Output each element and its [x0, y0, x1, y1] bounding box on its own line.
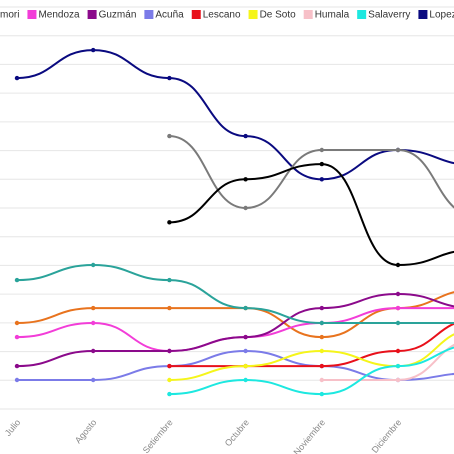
legend-label: Salaverry	[368, 10, 410, 21]
series-line	[16, 307, 454, 352]
legend-label: Humala	[315, 10, 350, 21]
data-point	[319, 348, 324, 354]
series-line	[169, 333, 454, 381]
legend-swatch	[248, 10, 258, 19]
data-point	[14, 363, 20, 369]
data-point	[243, 377, 248, 383]
series-line	[16, 292, 454, 368]
data-point	[91, 47, 96, 53]
data-point	[167, 133, 172, 139]
x-tick-label: Octubre	[223, 417, 251, 448]
data-point	[167, 220, 172, 225]
data-point	[395, 363, 401, 369]
legend-swatch	[191, 10, 201, 19]
data-point	[395, 262, 401, 268]
legend-label: Guzmán	[99, 10, 137, 21]
data-point	[395, 320, 401, 326]
data-point	[243, 305, 248, 311]
data-point	[167, 377, 172, 383]
data-point	[319, 334, 324, 340]
data-point	[243, 363, 248, 369]
x-tick-label: Julio	[3, 417, 23, 438]
legend-swatch	[357, 10, 367, 19]
data-point	[243, 348, 248, 354]
data-point	[319, 305, 324, 311]
x-tick-label: Noviembre	[292, 417, 328, 454]
data-point	[243, 334, 248, 340]
data-point	[395, 377, 401, 383]
data-point	[243, 177, 248, 182]
data-point	[167, 348, 172, 354]
series-line	[169, 135, 454, 210]
legend-label: mori	[0, 10, 19, 21]
data-point	[14, 334, 20, 340]
legend-swatch	[303, 10, 313, 19]
legend-label: Lopez Aliaga	[429, 10, 454, 21]
data-point	[319, 320, 324, 326]
legend-label: Acuña	[155, 10, 184, 21]
data-point	[167, 391, 172, 397]
data-point	[319, 147, 324, 153]
series-line	[169, 163, 454, 266]
data-point	[395, 348, 401, 354]
data-point	[243, 133, 248, 139]
legend-swatch	[87, 10, 97, 19]
data-point	[319, 363, 324, 369]
series-line	[16, 291, 454, 339]
legend-label: Mendoza	[38, 10, 80, 21]
legend-label: Lescano	[203, 10, 241, 21]
data-point	[91, 305, 96, 311]
data-point	[14, 75, 20, 81]
data-point	[91, 377, 96, 383]
series-line	[169, 322, 454, 368]
legend-swatch	[27, 10, 37, 19]
x-tick-label: Agosto	[73, 417, 99, 445]
legend-swatch	[418, 10, 428, 19]
data-point	[167, 305, 172, 311]
data-point	[14, 320, 20, 326]
legend-label: De Soto	[260, 10, 297, 21]
data-point	[319, 161, 324, 167]
series-line	[321, 343, 454, 381]
data-point	[167, 75, 172, 81]
series-line	[16, 49, 454, 181]
data-point	[319, 177, 324, 182]
data-point	[91, 320, 96, 326]
data-point	[395, 147, 401, 153]
data-point	[395, 291, 401, 297]
data-point	[91, 262, 96, 268]
legend-swatch	[144, 10, 154, 19]
data-point	[167, 277, 172, 283]
data-point	[14, 277, 20, 283]
data-point	[319, 377, 324, 383]
data-point	[395, 305, 401, 311]
x-tick-label: Diciembre	[370, 417, 404, 454]
data-point	[243, 205, 248, 211]
x-tick-label: Setiembre	[141, 417, 175, 454]
data-point	[319, 391, 324, 397]
data-point	[167, 363, 172, 369]
data-point	[14, 377, 20, 383]
data-point	[91, 348, 96, 354]
